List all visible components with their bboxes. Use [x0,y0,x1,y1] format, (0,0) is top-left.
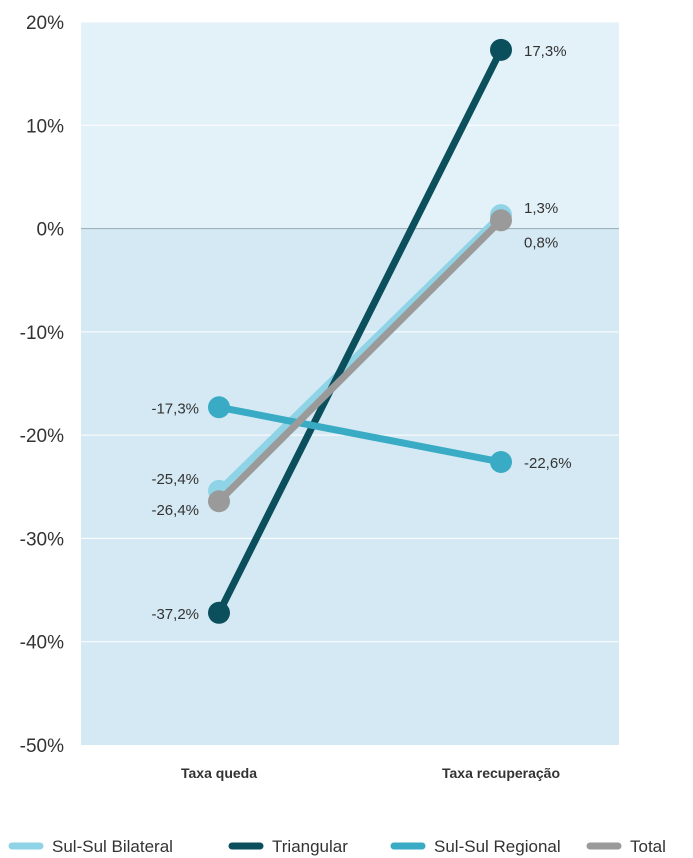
series-group [208,38,512,624]
data-point [490,450,512,473]
data-point [490,209,512,232]
data-labels: -25,4% 1,3% -37,2% 17,3% -17,3% -22,6% -26,4% 0… [151,43,571,623]
data-point [208,601,230,624]
data-point [490,38,512,61]
y-tick-label: -50% [20,736,64,757]
plot-background [81,22,619,746]
y-tick-label: 0% [37,220,65,241]
data-label: -17,3% [151,400,199,417]
y-tick-label: 20% [26,13,64,34]
y-tick-label: 10% [26,116,64,137]
data-point [208,490,230,513]
x-axis: Taxa queda Taxa recuperação [181,765,560,781]
data-label: 1,3% [524,200,558,217]
series-line [215,46,505,617]
y-tick-label: -20% [20,426,64,447]
legend-label: Total [630,837,666,856]
legend: Sul-Sul Bilateral Triangular Sul-Sul Regio… [8,837,666,856]
data-label: -26,4% [151,502,199,519]
data-label: -25,4% [151,471,199,488]
x-category-label: Taxa recuperação [442,765,560,781]
series-line [215,211,505,495]
data-label: -37,2% [151,606,199,623]
legend-label: Sul-Sul Bilateral [52,837,173,856]
legend-label: Triangular [272,837,348,856]
series-line [215,216,505,505]
data-label: 0,8% [524,234,558,251]
negative-region [81,228,619,746]
y-tick-label: -30% [20,529,64,550]
y-tick-label: -40% [20,633,64,654]
y-axis: 20% 10% 0% -10% -20% -30% -40% -50% [20,13,64,757]
x-category-label: Taxa queda [181,765,257,781]
legend-label: Sul-Sul Regional [434,837,561,856]
data-point [208,396,230,419]
y-tick-label: -10% [20,323,64,344]
grid-lines [81,21,619,643]
series-line [215,403,505,466]
data-label: 17,3% [524,43,567,60]
data-label: -22,6% [524,455,572,472]
